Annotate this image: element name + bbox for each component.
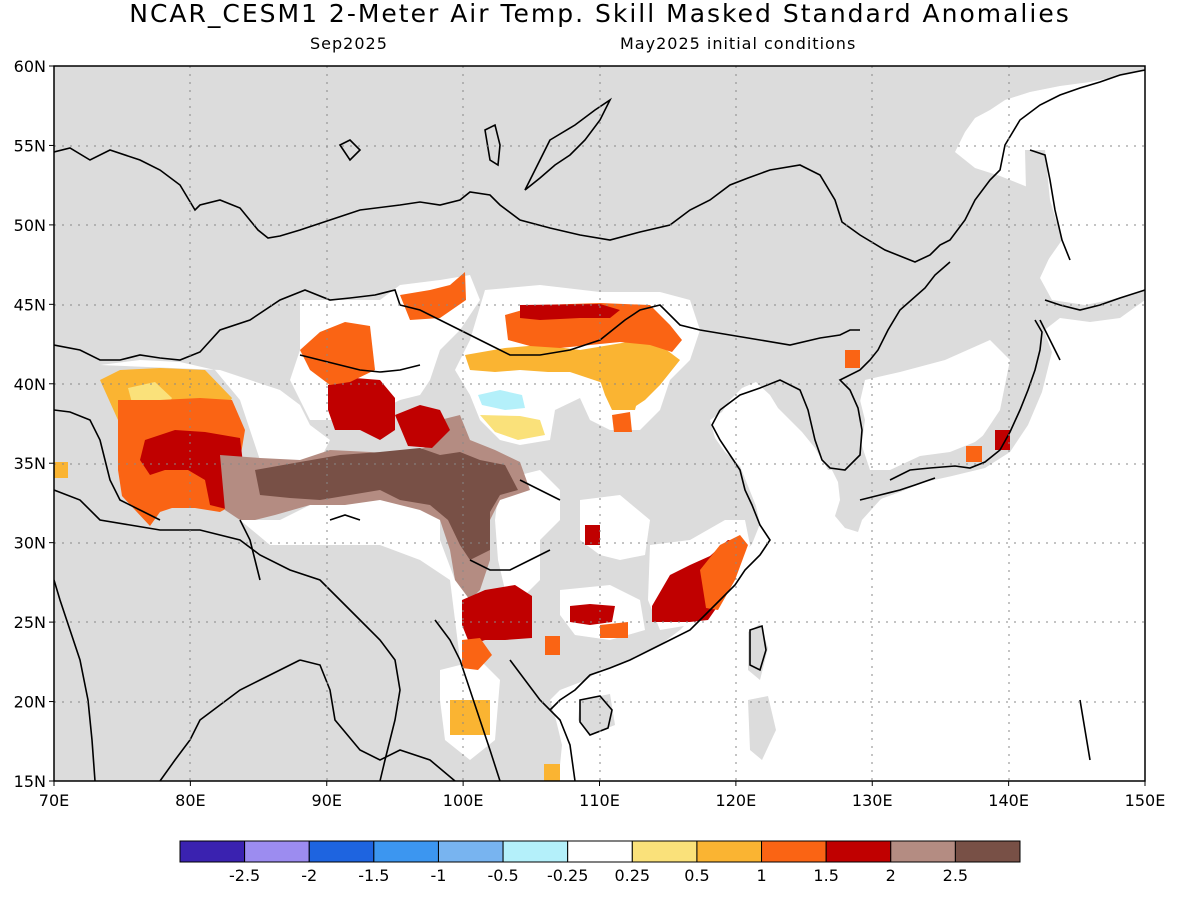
colorbar-swatch — [437, 840, 504, 863]
anomaly-patch — [520, 304, 620, 320]
colorbar-label: 2 — [886, 866, 896, 885]
ocean-sea-of-japan — [858, 340, 1010, 470]
colorbar: -2.5 -2 -1.5 -1 -0.5 -0.25 0.25 0.5 1 1.5 2 2.5 — [179, 840, 1021, 885]
anomaly-patch — [700, 535, 748, 610]
lat-label: 35N — [14, 454, 46, 473]
anomaly-patch — [545, 636, 560, 655]
anomaly-patch — [995, 430, 1010, 450]
anomaly-patch — [544, 764, 560, 781]
land-mask-hainan — [578, 694, 615, 735]
zone-low-kazakh — [100, 360, 330, 470]
lon-label: 120E — [716, 791, 757, 810]
land-mask-sakhalin — [1025, 150, 1062, 260]
longitude-axis: 70E 80E 90E 100E 110E 120E 130E 140E 150E — [39, 781, 1166, 810]
colorbar-label: -2 — [301, 866, 317, 885]
lon-label: 150E — [1125, 791, 1166, 810]
anomaly-patch — [395, 405, 450, 448]
colorbar-label: 1 — [756, 866, 766, 885]
colorbar-label: 0.25 — [614, 866, 650, 885]
colorbar-swatch — [761, 840, 827, 863]
anomaly-patch — [462, 585, 532, 645]
colorbar-swatch — [567, 840, 633, 863]
colorbar-label: -2.5 — [229, 866, 260, 885]
lat-label: 20N — [14, 693, 46, 712]
colorbar-label: 1.5 — [813, 866, 838, 885]
colorbar-swatch — [244, 840, 310, 863]
latitude-axis: 60N 55N 50N 45N 40N 35N 30N 25N 20N 15N — [14, 57, 54, 791]
colorbar-swatch — [631, 840, 698, 863]
land-mask-philippines — [748, 696, 776, 760]
colorbar-label: -0.5 — [487, 866, 518, 885]
anomaly-patch — [570, 604, 615, 625]
land-mask-korea — [808, 380, 865, 470]
anomaly-patch — [462, 638, 492, 670]
colorbar-label: 2.5 — [943, 866, 968, 885]
colorbar-swatch — [825, 840, 892, 863]
zone-low-tibet — [240, 480, 480, 660]
lon-label: 140E — [988, 791, 1029, 810]
graticule — [54, 66, 1145, 781]
lat-label: 25N — [14, 613, 46, 632]
lon-label: 90E — [312, 791, 342, 810]
ocean-yellow-sea — [760, 436, 815, 500]
lat-label: 40N — [14, 375, 46, 394]
coastlines — [54, 69, 1145, 781]
colorbar-label: -1.5 — [358, 866, 389, 885]
anomaly-patch — [400, 272, 466, 320]
colorbar-swatch — [373, 840, 439, 863]
lon-label: 80E — [175, 791, 205, 810]
colorbar-label: -0.25 — [547, 866, 588, 885]
lat-label: 55N — [14, 136, 46, 155]
lat-label: 45N — [14, 295, 46, 314]
anomaly-patch — [54, 462, 68, 478]
anomaly-patch — [450, 700, 490, 735]
lat-label: 15N — [14, 772, 46, 791]
valid-month-label: Sep2025 — [310, 34, 388, 53]
anomaly-patch — [480, 415, 545, 440]
anomaly-patch — [255, 448, 518, 560]
zone-low-sichuan — [495, 470, 560, 600]
anomaly-patch — [585, 525, 600, 545]
colorbar-swatch — [308, 840, 375, 863]
lon-label: 110E — [579, 791, 620, 810]
anomaly-patch — [612, 412, 632, 432]
anomaly-patch — [328, 378, 395, 440]
anomaly-patch — [966, 446, 982, 462]
initial-conditions-label: May2025 initial conditions — [620, 34, 857, 53]
anomaly-patch — [140, 430, 245, 510]
colorbar-swatch — [696, 840, 763, 863]
colorbar-label: -1 — [430, 866, 446, 885]
colorbar-swatch — [890, 840, 956, 863]
anomaly-patch — [600, 622, 628, 638]
colorbar-swatch — [502, 840, 569, 863]
anomaly-patch — [478, 390, 525, 410]
lon-label: 100E — [443, 791, 484, 810]
colorbar-swatch — [954, 840, 1021, 863]
lat-label: 30N — [14, 534, 46, 553]
map-title: NCAR_CESM1 2-Meter Air Temp. Skill Maske… — [129, 0, 1071, 28]
colorbar-label: 0.5 — [684, 866, 709, 885]
lon-label: 70E — [39, 791, 69, 810]
colorbar-swatch — [179, 840, 246, 863]
lat-label: 50N — [14, 216, 46, 235]
anomaly-patch — [845, 350, 860, 368]
lon-label: 130E — [852, 791, 893, 810]
land-mask-japan — [872, 320, 1052, 500]
map-layers — [54, 66, 1145, 781]
lat-label: 60N — [14, 57, 46, 76]
